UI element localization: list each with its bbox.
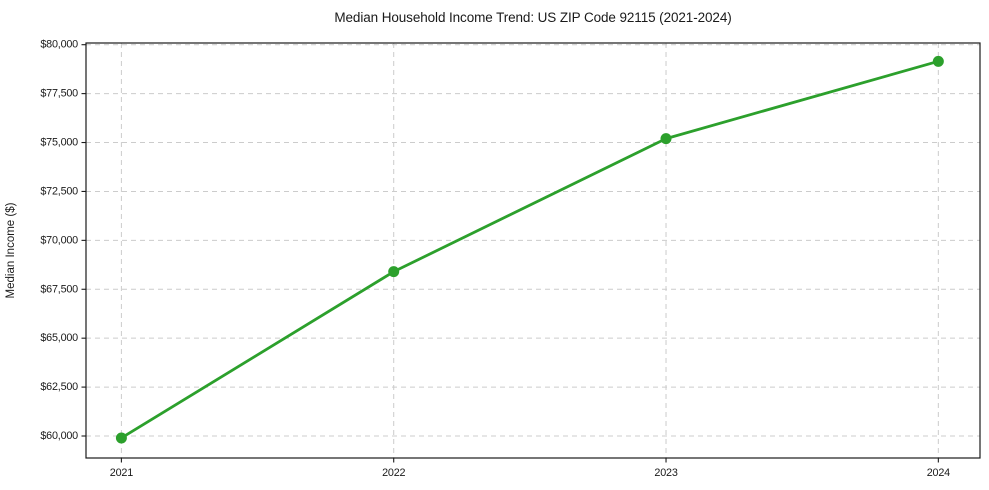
y-axis-label: Median Income ($) (5, 202, 17, 298)
chart-title: Median Household Income Trend: US ZIP Co… (334, 10, 731, 25)
axis-layer: $60,000 $62,500 $65,000 $67,500 $70,000 $72,5… (40, 39, 981, 479)
y-tick-label: $77,500 (40, 88, 78, 100)
x-tick-label: 2021 (110, 467, 133, 479)
y-tick-label: $65,000 (40, 332, 78, 344)
y-tick-label: $62,500 (40, 381, 78, 393)
data-point-2022 (388, 266, 400, 278)
x-tick-label: 2024 (927, 467, 950, 479)
y-tick-label: $67,500 (40, 283, 78, 295)
y-tick-label: $60,000 (40, 430, 78, 442)
y-tick-label: $72,500 (40, 185, 78, 197)
y-tick-label: $70,000 (40, 234, 78, 246)
trend-line (120, 59, 940, 440)
data-point-2021 (115, 432, 127, 444)
grid-layer (86, 43, 980, 458)
plot-border (85, 42, 981, 459)
y-tick-label: $75,000 (40, 137, 78, 149)
y-tick-label: $80,000 (40, 39, 78, 51)
data-layer (115, 55, 944, 444)
data-point-2023 (660, 133, 672, 145)
x-tick-label: 2023 (654, 467, 677, 479)
x-tick-label: 2022 (382, 467, 405, 479)
data-point-2024 (932, 55, 944, 67)
